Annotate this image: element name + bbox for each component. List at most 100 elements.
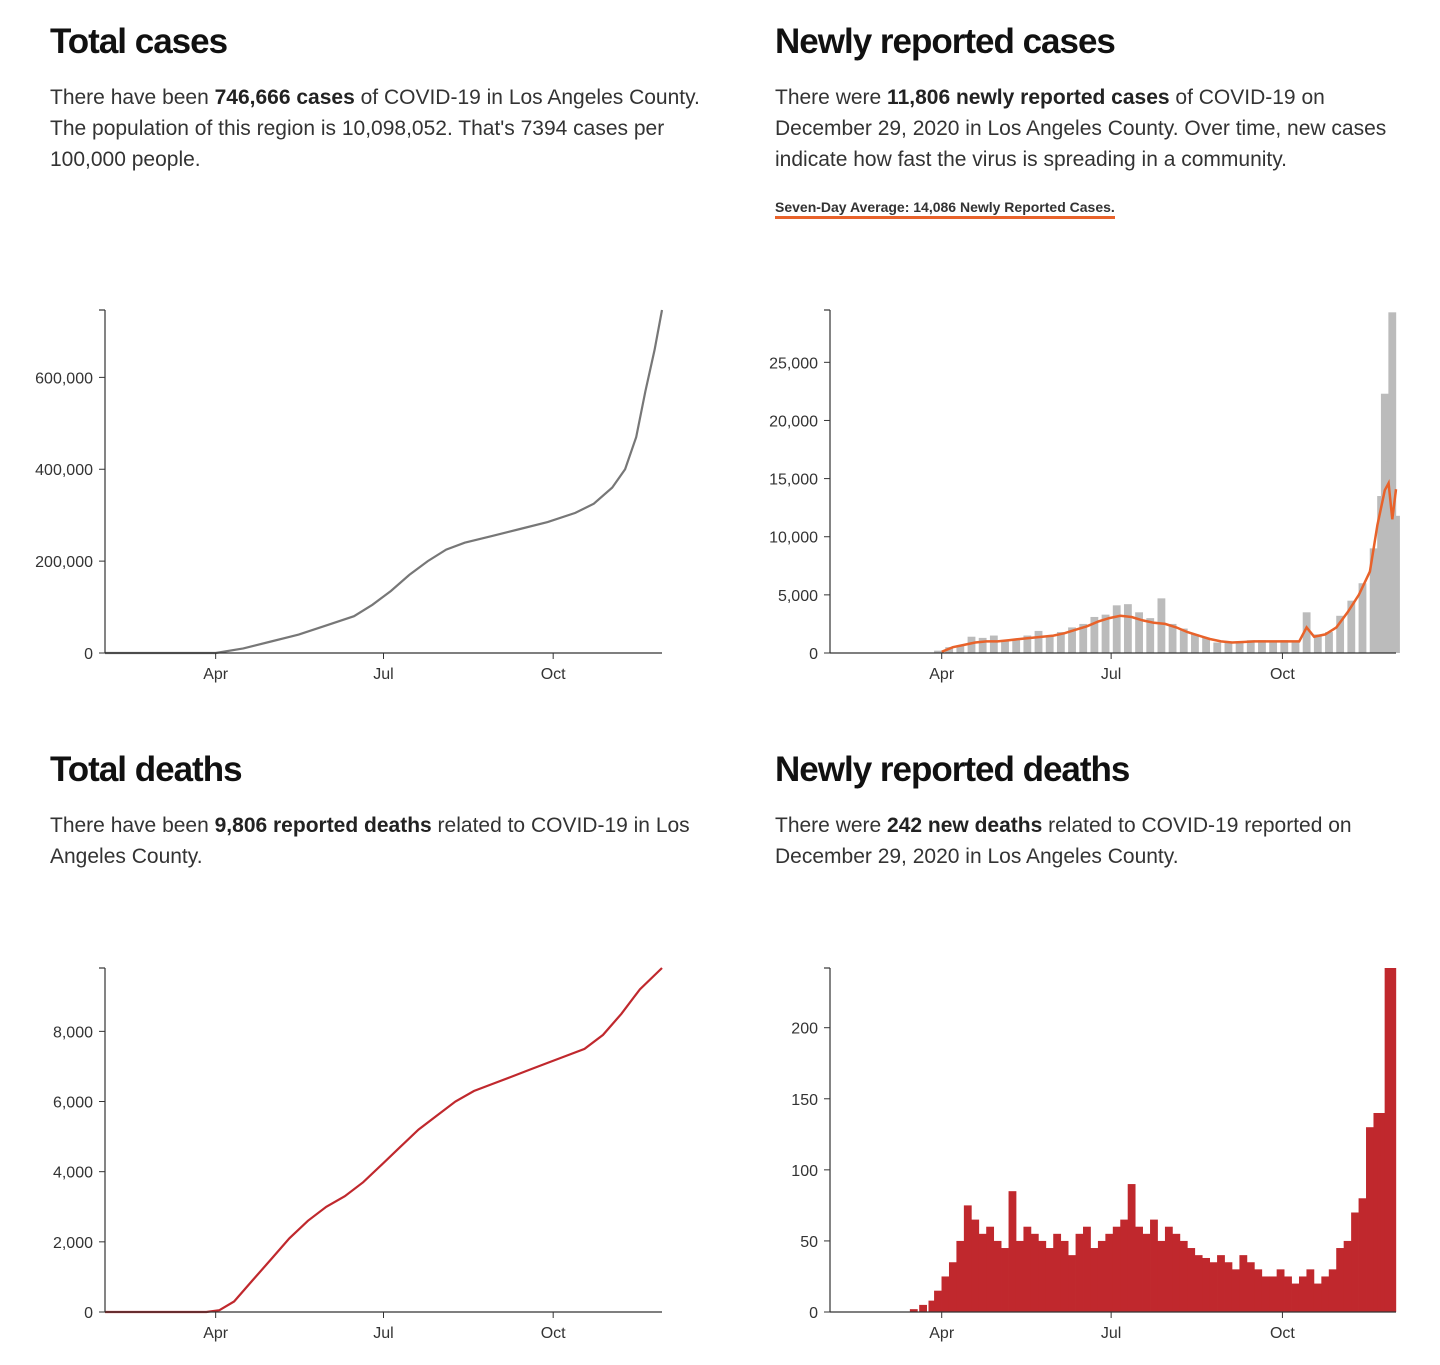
new-deaths-bar [1075,1233,1084,1312]
total-deaths-y-tick-label: 4,000 [53,1165,93,1182]
new-deaths-bar [1038,1240,1047,1312]
total-deaths-title: Total deaths [50,750,243,789]
new-cases-bar [1291,641,1300,653]
new-deaths-bar [1120,1219,1129,1312]
new-cases-bar [1079,623,1088,653]
new-cases-bar [1388,312,1397,653]
new-deaths-y-tick-label: 0 [809,1305,818,1322]
new-cases-bar [1280,640,1289,653]
new-deaths-y-tick-label: 200 [791,1021,818,1038]
new-cases-bar [1313,634,1322,653]
new-deaths-bar [1194,1255,1203,1312]
new-deaths-bar [1164,1226,1173,1312]
new-deaths-bar [1179,1240,1188,1312]
total-cases-y-tick-label: 0 [84,646,93,663]
new-deaths-bar [1276,1269,1285,1312]
desc-text: There were [775,814,888,837]
total-cases-description: There have been 746,666 cases of COVID-1… [50,82,700,175]
new-deaths-bar [1105,1233,1114,1312]
new-deaths-description: There were 242 new deaths related to COV… [775,810,1425,872]
new-cases-bar [1358,583,1367,653]
new-deaths-bar [948,1262,957,1312]
total-cases-title: Total cases [50,22,228,61]
total-cases-x-tick-label: Oct [541,666,566,683]
desc-highlight: 746,666 cases [214,86,355,109]
desc-highlight: 9,806 reported deaths [214,814,432,837]
new-deaths-bar [934,1290,942,1312]
new-deaths-bar [1366,1127,1374,1312]
new-deaths-bar [1097,1240,1106,1312]
new-cases-bar [1101,614,1110,653]
new-cases-bar [1112,605,1121,653]
total-cases-y-tick-label: 200,000 [35,554,93,571]
new-deaths-bar [1336,1248,1345,1312]
new-deaths-bar [1008,1191,1017,1312]
new-deaths-bar [1202,1257,1211,1312]
total-deaths-x-tick-label: Oct [541,1325,566,1342]
new-cases-bar [1325,632,1333,653]
desc-text: related to COVID-19 reported on December… [775,814,1352,868]
new-cases-bar [967,636,976,653]
new-cases-bar [1157,598,1166,653]
new-deaths-y-tick-label: 150 [791,1092,818,1109]
panel-new-deaths: Newly reported deaths There were 242 new… [775,750,1440,872]
new-cases-y-tick-label: 10,000 [769,530,818,547]
new-deaths-bar [1112,1226,1121,1312]
panel-total-cases: Total cases There have been 746,666 case… [50,22,730,175]
new-cases-y-tick-label: 20,000 [769,413,818,430]
new-deaths-bar [1239,1255,1248,1312]
new-deaths-bar [993,1240,1002,1312]
new-cases-bar [1369,548,1378,653]
new-deaths-bar [1209,1262,1218,1312]
new-deaths-bar [986,1226,995,1312]
new-deaths-bar [909,1309,918,1312]
total-cases-y-tick-label: 600,000 [35,370,93,387]
new-cases-x-tick-label: Apr [929,666,955,683]
new-cases-bar [1347,600,1356,653]
new-deaths-bar [1246,1262,1255,1312]
new-cases-bar [978,637,987,653]
new-deaths-bar [1150,1219,1158,1312]
new-cases-bar [956,646,965,653]
seven-day-average-legend: Seven-Day Average: 14,086 Newly Reported… [775,199,1115,219]
desc-highlight: 242 new deaths [887,814,1043,837]
new-deaths-bar [1023,1226,1032,1312]
new-deaths-x-tick-label: Apr [929,1325,955,1342]
new-cases-bar [1302,612,1311,653]
new-deaths-bar [963,1205,972,1312]
new-cases-bar [1056,632,1065,653]
new-deaths-bar [1135,1226,1143,1312]
new-cases-bar [1246,640,1255,653]
new-deaths-bar [1313,1283,1322,1312]
new-deaths-bar [978,1233,987,1312]
new-deaths-bar [1261,1276,1270,1312]
desc-text: There were [775,86,888,109]
new-cases-bar [1001,641,1009,653]
new-deaths-bar [1030,1233,1039,1312]
new-deaths-bar [1231,1269,1240,1312]
total-cases-series-line [105,309,664,655]
new-deaths-bar [1142,1233,1151,1312]
new-deaths-bar [1157,1240,1166,1312]
new-cases-x-tick-label: Oct [1270,666,1295,683]
new-cases-bar [1269,641,1278,653]
panel-total-deaths: Total deaths There have been 9,806 repor… [50,750,730,872]
new-cases-bar [1213,642,1222,653]
new-cases-bar [1336,615,1345,653]
new-deaths-bar [1358,1198,1367,1312]
new-deaths-bar [1015,1240,1024,1312]
new-deaths-bar [1351,1212,1359,1312]
new-cases-y-tick-label: 0 [809,646,818,663]
new-deaths-bar [919,1304,928,1312]
new-cases-series-line [941,479,1398,653]
new-deaths-y-tick-label: 50 [800,1234,818,1251]
new-deaths-bar [1343,1240,1352,1312]
new-cases-bar [1146,618,1155,653]
new-deaths-x-tick-label: Oct [1270,1325,1295,1342]
new-cases-bar [1123,604,1132,653]
new-deaths-bar [1269,1276,1278,1312]
total-deaths-chart: 0 2,000 4,000 6,000 8,000 Apr Jul Oct [53,967,663,1342]
new-deaths-title: Newly reported deaths [775,750,1130,789]
total-deaths-y-tick-label: 8,000 [53,1024,93,1041]
desc-highlight: 11,806 newly reported cases [887,86,1170,109]
